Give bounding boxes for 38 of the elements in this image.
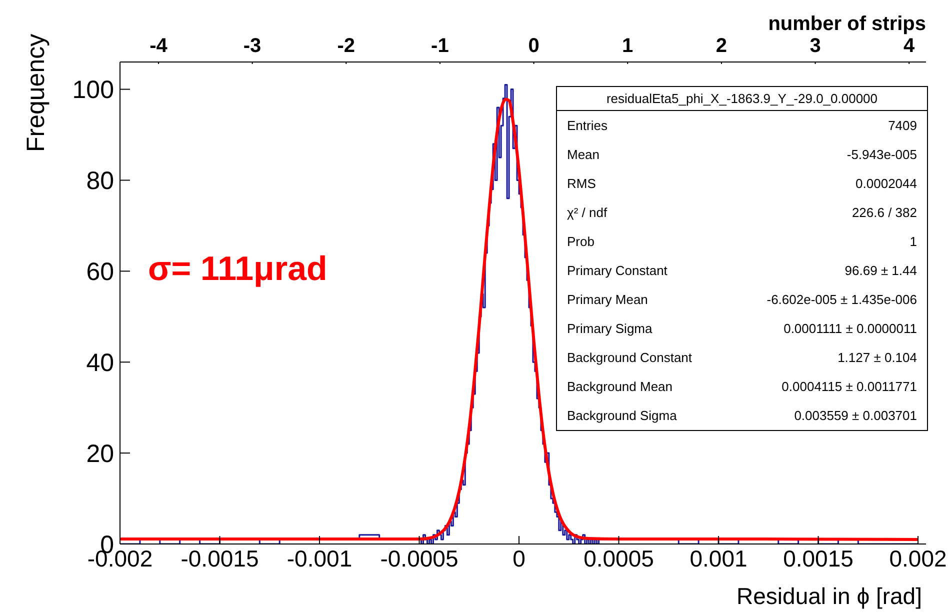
text: Mean -5.943e-005 <box>567 147 917 162</box>
x-tick-label: -0.001 <box>286 545 352 572</box>
y-tick-label: 80 <box>86 167 114 196</box>
x2-tick-label: -4 <box>150 35 168 57</box>
text: RMS 0.0002044 <box>567 176 917 191</box>
x2-tick-label: 3 <box>810 35 821 57</box>
x-tick-label: 0.002 <box>889 545 947 572</box>
y-tick-label: 60 <box>86 258 114 286</box>
x-tick-label: 0.0015 <box>783 545 854 572</box>
text: Prob 1 <box>567 234 917 249</box>
x2-tick-label: 2 <box>716 35 728 57</box>
x-tick-label: 0.001 <box>690 545 748 572</box>
x2-tick-label: 1 <box>622 35 634 57</box>
y-tick-label: 100 <box>72 76 114 104</box>
x2-tick-label: 4 <box>904 35 916 57</box>
text: Primary Constant 96.69 ± 1.44 <box>567 263 917 278</box>
x2-tick-label: -3 <box>243 35 262 57</box>
text: Primary Sigma 0.0001111 ± 0.0000011 <box>567 321 917 336</box>
x-tick-label: 0.0005 <box>584 545 654 572</box>
x-tick-label: 0 <box>512 545 526 572</box>
x2-tick-label: 0 <box>528 35 540 57</box>
text: Entries 7409 <box>567 118 917 133</box>
x2-axis-title: number of strips <box>768 13 926 35</box>
text: χ² / ndf 226.6 / 382 <box>567 205 917 220</box>
annotation: residualEta5_phi_X_-1863.9_Y_-29.0_0.00000 <box>557 87 927 111</box>
annotation: σ= 111μrad <box>148 250 328 289</box>
x-tick-label: -0.0005 <box>380 545 458 572</box>
x2-tick-label: -1 <box>431 35 449 57</box>
text: Background Constant 1.127 ± 0.104 <box>567 350 917 365</box>
text: Background Sigma 0.003559 ± 0.003701 <box>567 408 917 423</box>
text: Primary Mean -6.602e-005 ± 1.435e-006 <box>567 292 917 307</box>
y-axis-title: Frequency <box>22 33 50 152</box>
y-tick-label: 40 <box>86 348 114 377</box>
x2-tick-label: -2 <box>337 35 356 57</box>
text: Background Mean 0.0004115 ± 0.0011771 <box>567 379 917 394</box>
x-axis-title: Residual in ϕ [rad] <box>736 583 922 609</box>
x-tick-label: -0.0015 <box>180 545 259 572</box>
y-tick-label: 20 <box>86 440 114 468</box>
